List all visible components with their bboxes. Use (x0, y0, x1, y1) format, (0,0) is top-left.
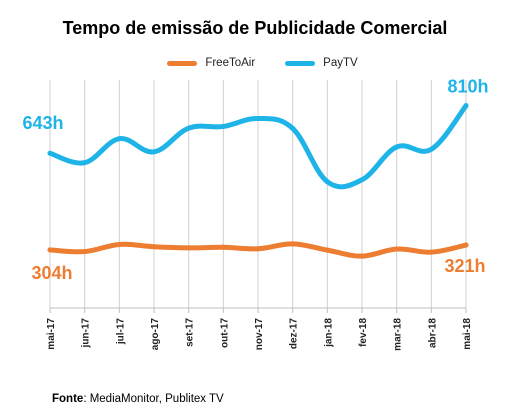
point-paytv-set-17 (186, 125, 192, 131)
x-tick-label-jun-17: jun-17 (81, 318, 92, 349)
x-tick-label-jan-18: jan-18 (323, 318, 334, 348)
source-label: Fonte (52, 393, 84, 405)
point-freetoair-abr-18 (428, 249, 434, 255)
legend: FreeToAir PayTV (0, 57, 525, 69)
point-paytv-abr-18 (428, 146, 434, 152)
source-note: Fonte: MediaMonitor, Publitex TV (52, 393, 224, 405)
point-paytv-nov-17 (255, 115, 261, 121)
point-paytv-out-17 (220, 123, 226, 129)
point-freetoair-mar-18 (394, 246, 400, 252)
x-tick-label-abr-18: abr-18 (427, 318, 438, 348)
point-paytv-fev-18 (359, 177, 365, 183)
x-tick-label-mar-18: mar-18 (393, 318, 404, 351)
point-freetoair-ago-17 (151, 244, 157, 250)
point-paytv-jun-17 (82, 160, 88, 166)
point-freetoair-jun-17 (82, 249, 88, 255)
point-paytv-mai-18 (463, 103, 469, 109)
legend-label-paytv: PayTV (323, 57, 358, 69)
annotation-freetoair-12: 321h (444, 256, 485, 276)
source-text: : MediaMonitor, Publitex TV (83, 393, 224, 405)
point-freetoair-mai-18 (463, 242, 469, 248)
point-paytv-mar-18 (394, 144, 400, 150)
x-tick-label-dez-17: dez-17 (289, 318, 300, 350)
annotation-paytv-12: 810h (447, 77, 488, 97)
x-tick-label-ago-17: ago-17 (150, 318, 161, 351)
x-tick-label-mai-17: mai-17 (46, 318, 57, 350)
x-tick-label-out-17: out-17 (219, 318, 230, 348)
legend-swatch-paytv (285, 60, 316, 66)
point-freetoair-set-17 (186, 245, 192, 251)
annotation-paytv-0: 643h (22, 113, 63, 133)
point-freetoair-fev-18 (359, 253, 365, 259)
x-tick-label-jul-17: jul-17 (115, 318, 126, 346)
point-freetoair-dez-17 (290, 241, 296, 247)
legend-item-freetoair: FreeToAir (167, 57, 255, 69)
chart-title: Tempo de emissão de Publicidade Comercia… (62, 18, 448, 38)
point-paytv-jul-17 (116, 136, 122, 142)
x-tick-label-fev-18: fev-18 (358, 318, 369, 347)
legend-label-freetoair: FreeToAir (205, 57, 256, 69)
annotation-freetoair-0: 304h (31, 263, 72, 283)
point-freetoair-nov-17 (255, 246, 261, 252)
point-freetoair-jan-18 (324, 247, 330, 253)
point-paytv-mai-17 (47, 150, 53, 156)
x-tick-label-nov-17: nov-17 (254, 318, 265, 351)
point-paytv-dez-17 (290, 125, 296, 131)
x-tick-label-set-17: set-17 (185, 318, 196, 347)
point-freetoair-out-17 (220, 244, 226, 250)
point-freetoair-jul-17 (116, 241, 122, 247)
point-freetoair-mai-17 (47, 247, 53, 253)
point-paytv-ago-17 (151, 149, 157, 155)
x-tick-label-mai-18: mai-18 (462, 318, 473, 350)
point-paytv-jan-18 (324, 179, 330, 185)
legend-item-paytv: PayTV (285, 57, 358, 69)
legend-swatch-freetoair (167, 60, 198, 66)
